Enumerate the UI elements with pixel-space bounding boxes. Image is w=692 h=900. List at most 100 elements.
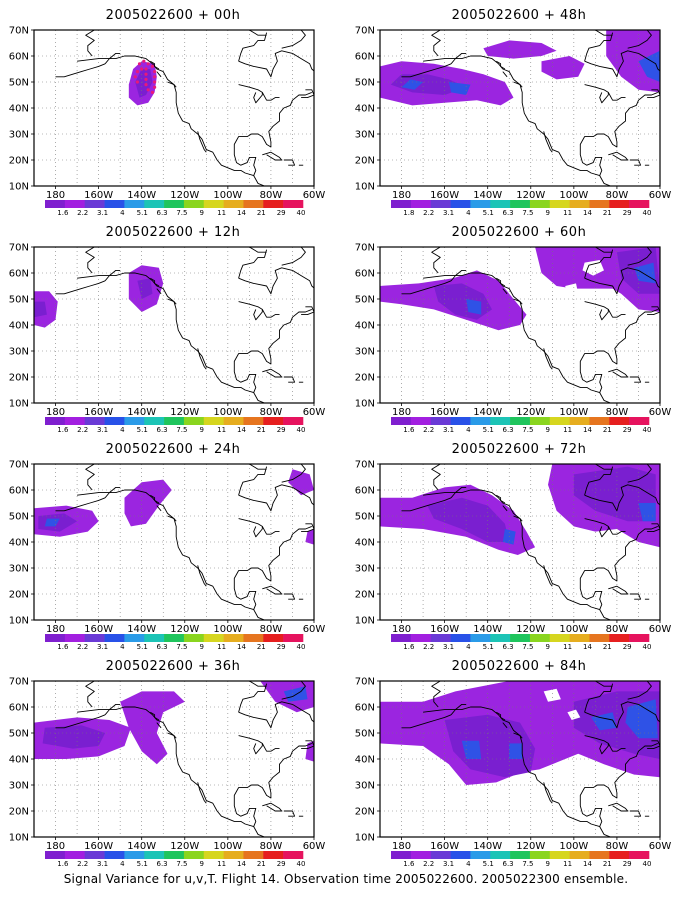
- coastline: [629, 159, 642, 166]
- coastline: [496, 494, 506, 504]
- colorbar-label: 7.5: [522, 643, 533, 651]
- y-tick-label: 30N: [9, 781, 29, 792]
- coastline: [283, 810, 296, 817]
- x-tick-label: 120W: [170, 624, 199, 635]
- coastline: [292, 270, 314, 289]
- colorbar-swatch: [569, 200, 590, 208]
- colorbar-swatch: [144, 851, 165, 859]
- coastline: [647, 89, 660, 99]
- colorbar-label: 3.1: [443, 426, 454, 434]
- coastline: [249, 247, 267, 253]
- colorbar-label: 6.3: [503, 643, 514, 651]
- coastline: [167, 81, 177, 88]
- x-tick-label: 80W: [260, 407, 283, 418]
- colorbar-label: 11: [563, 426, 572, 434]
- coastline: [262, 151, 283, 161]
- coastline: [584, 518, 626, 535]
- colorbar-label: 11: [563, 860, 572, 868]
- colorbar-swatch: [263, 634, 284, 642]
- y-tick-label: 50N: [9, 512, 29, 523]
- x-tick-label: 100W: [213, 624, 242, 635]
- coastline: [85, 30, 95, 57]
- coastline: [77, 272, 265, 403]
- variance-region-level-3: [461, 740, 482, 759]
- coastline: [85, 464, 95, 491]
- colorbar-swatch: [490, 634, 511, 642]
- coastline: [599, 92, 609, 104]
- colorbar-label: 6.3: [503, 209, 514, 217]
- coastline: [502, 505, 508, 512]
- panel-title: 2005022600 + 00h: [105, 8, 241, 23]
- colorbar-swatch: [84, 200, 105, 208]
- colorbar-label: 4: [120, 860, 125, 868]
- colorbar-label: 14: [583, 209, 592, 217]
- coastline: [262, 585, 283, 595]
- colorbar-label: 5.1: [137, 209, 148, 217]
- coastline: [431, 247, 441, 274]
- y-tick-label: 70N: [9, 243, 29, 254]
- observation-marker: [144, 77, 148, 81]
- variance-region-level-1: [124, 479, 172, 527]
- colorbar-swatch: [589, 200, 610, 208]
- x-tick-label: 60W: [649, 190, 672, 201]
- coastline: [292, 53, 314, 72]
- coastline: [249, 464, 267, 470]
- coastline: [150, 494, 160, 504]
- coastline: [647, 740, 660, 750]
- colorbar-label: 2.2: [423, 209, 434, 217]
- variance-region-level-1: [305, 529, 314, 545]
- y-tick-label: 60N: [9, 703, 29, 714]
- colorbar-label: 5.1: [483, 643, 494, 651]
- colorbar-label: 14: [583, 426, 592, 434]
- observation-marker: [144, 67, 148, 71]
- x-tick-label: 60W: [303, 841, 326, 852]
- coastline: [156, 288, 162, 295]
- y-tick-label: 70N: [9, 677, 29, 688]
- coastline: [502, 722, 508, 729]
- colorbar-swatch: [144, 634, 165, 642]
- x-tick-label: 120W: [170, 190, 199, 201]
- colorbar-swatch: [470, 634, 491, 642]
- coastline: [156, 71, 162, 78]
- coastline: [584, 484, 639, 512]
- colorbar-swatch: [104, 851, 125, 859]
- coastline: [584, 735, 626, 752]
- coastline: [579, 91, 658, 176]
- colorbar-swatch: [529, 417, 551, 425]
- colorbar-swatch: [549, 851, 570, 859]
- y-tick-label: 60N: [9, 486, 29, 497]
- coastline: [647, 523, 660, 533]
- colorbar-label: 11: [217, 643, 226, 651]
- panel-12h: 2005022600 + 12h 180 160W 140W 120W 100W 80W 6…: [0, 217, 346, 434]
- x-tick-label: 160W: [430, 841, 459, 852]
- coastline: [301, 89, 314, 99]
- colorbar-swatch: [183, 851, 205, 859]
- map-area: [380, 464, 660, 620]
- observation-marker: [153, 75, 157, 79]
- variance-region-level-3: [448, 82, 471, 95]
- coastline: [579, 308, 658, 393]
- colorbar-swatch: [609, 200, 630, 208]
- coastline: [579, 742, 658, 827]
- coastline: [55, 714, 106, 729]
- coastline: [595, 464, 613, 470]
- coastline: [150, 277, 160, 287]
- colorbar-swatch: [283, 417, 304, 425]
- panel-title: 2005022600 + 60h: [451, 225, 587, 240]
- colorbar-swatch: [450, 200, 471, 208]
- variance-gap: [565, 283, 579, 297]
- x-tick-label: 80W: [606, 841, 629, 852]
- y-tick-label: 10N: [355, 182, 375, 193]
- coastline: [450, 486, 467, 499]
- y-tick-label: 70N: [355, 26, 375, 37]
- coastline: [197, 782, 207, 804]
- colorbar-label: 2.2: [77, 209, 88, 217]
- x-tick-label: 60W: [649, 407, 672, 418]
- colorbar-swatch: [569, 851, 590, 859]
- colorbar-label: 3.1: [97, 426, 108, 434]
- coastline: [55, 280, 106, 295]
- y-tick-label: 30N: [355, 564, 375, 575]
- coastline: [77, 55, 265, 186]
- chart-72h: 180 160W 140W 120W 100W 80W 60W 10N 20N 30N 40N 50N…: [355, 460, 672, 652]
- colorbar-swatch: [470, 200, 491, 208]
